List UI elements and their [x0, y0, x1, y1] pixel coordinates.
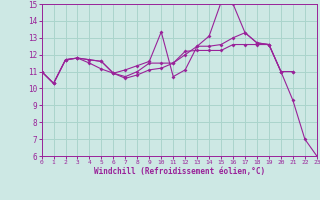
X-axis label: Windchill (Refroidissement éolien,°C): Windchill (Refroidissement éolien,°C): [94, 167, 265, 176]
